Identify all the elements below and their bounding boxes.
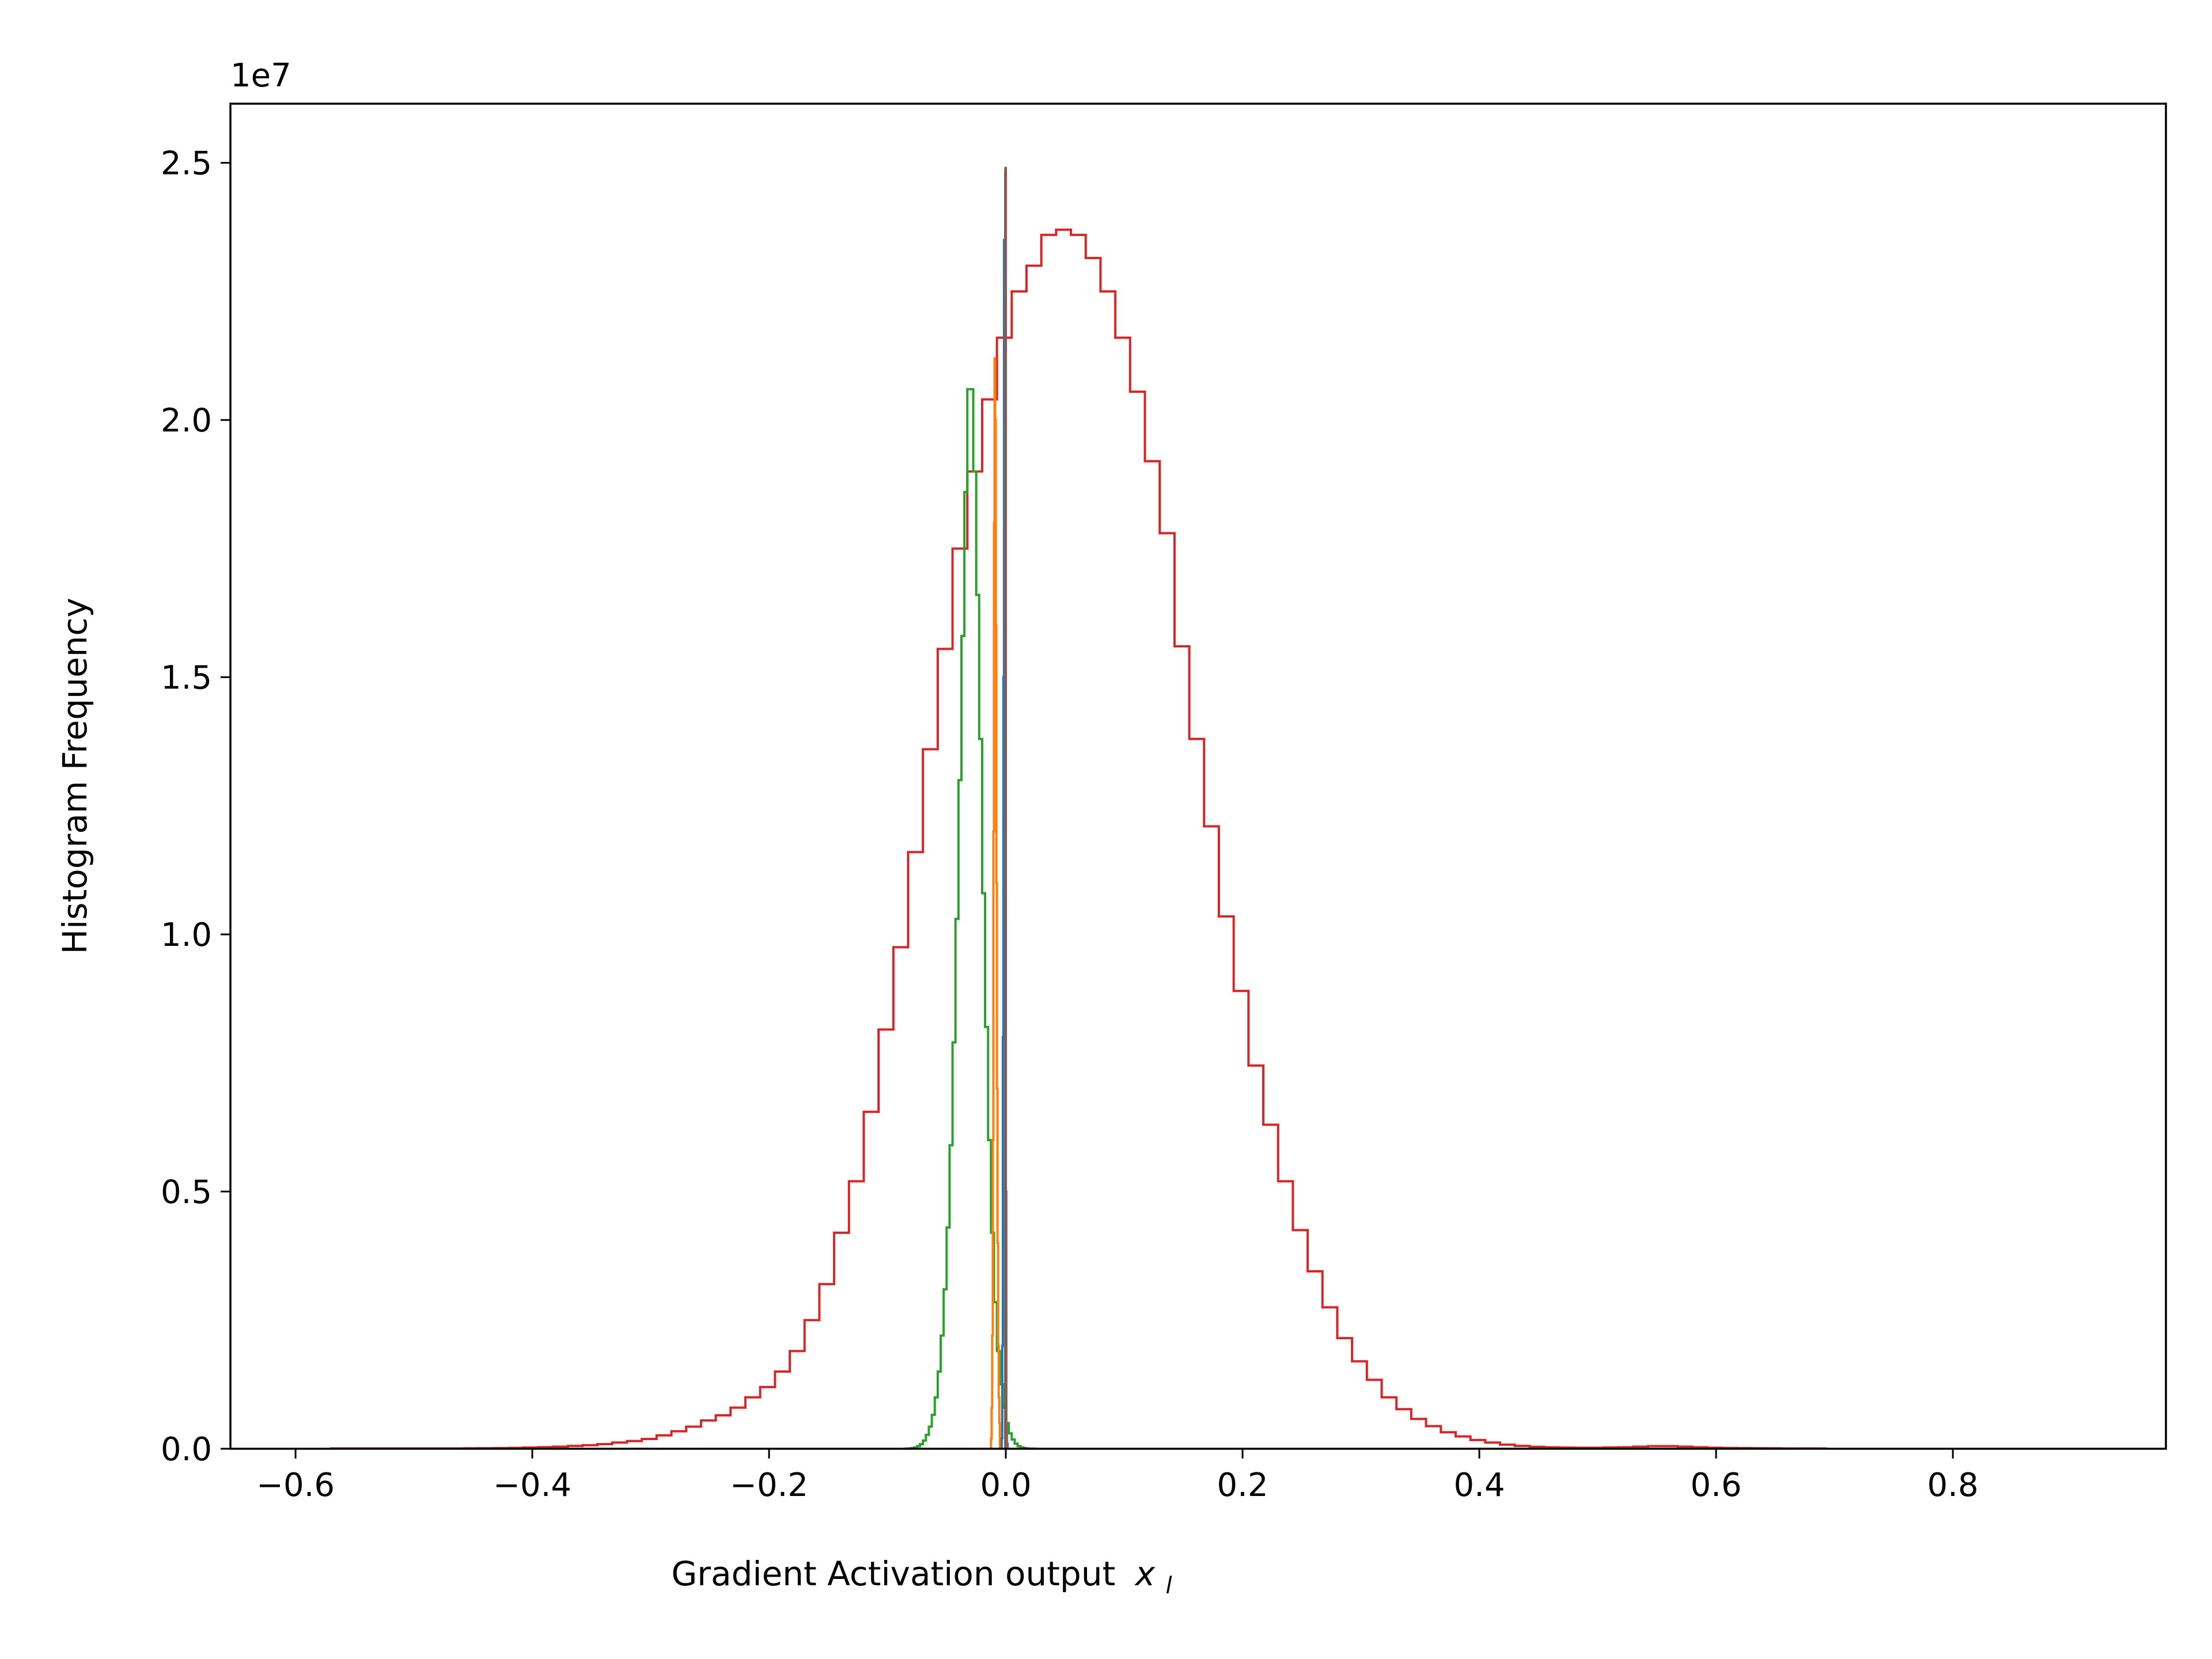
x-tick-label: 0.2 — [1217, 1467, 1268, 1504]
x-tick-label: −0.4 — [493, 1467, 571, 1504]
x-tick-label: 0.4 — [1454, 1467, 1505, 1504]
x-axis-label-symbol: x — [1134, 1554, 1156, 1593]
histogram-series-green — [904, 388, 1037, 1450]
histogram-series-brown — [1004, 166, 1007, 1449]
histogram-series-layer — [329, 166, 1827, 1450]
x-tick-label: 0.6 — [1691, 1467, 1742, 1504]
y-axis-label: Histogram Frequency — [55, 598, 94, 955]
x-tick-label: 0.8 — [1927, 1467, 1979, 1504]
x-axis-label-text: Gradient Activation output — [671, 1554, 1115, 1593]
x-tick-label: 0.0 — [980, 1467, 1032, 1504]
y-tick-label: 2.0 — [161, 402, 212, 440]
y-offset-label: 1e7 — [230, 57, 291, 94]
y-tick-label: 0.0 — [161, 1431, 212, 1468]
y-tick-label: 1.5 — [161, 660, 212, 697]
x-tick-label: −0.2 — [730, 1467, 808, 1504]
y-tick-label: 0.5 — [161, 1174, 212, 1211]
x-axis-ticks: −0.6 −0.4 −0.2 0.0 0.2 0.4 0.6 0.8 — [256, 1449, 1979, 1504]
x-tick-label: −0.6 — [256, 1467, 335, 1504]
y-tick-label: 2.5 — [161, 145, 212, 183]
histogram-series-red — [329, 228, 1827, 1450]
histogram-series-orange — [990, 357, 1001, 1449]
y-tick-label: 1.0 — [161, 916, 212, 954]
x-axis-label: Gradient Activation output x l — [671, 1554, 1172, 1599]
y-axis-ticks: 0.0 0.5 1.0 1.5 2.0 2.5 — [161, 145, 230, 1468]
axes-frame — [229, 103, 2167, 1450]
x-axis-label-subscript: l — [1166, 1573, 1172, 1599]
